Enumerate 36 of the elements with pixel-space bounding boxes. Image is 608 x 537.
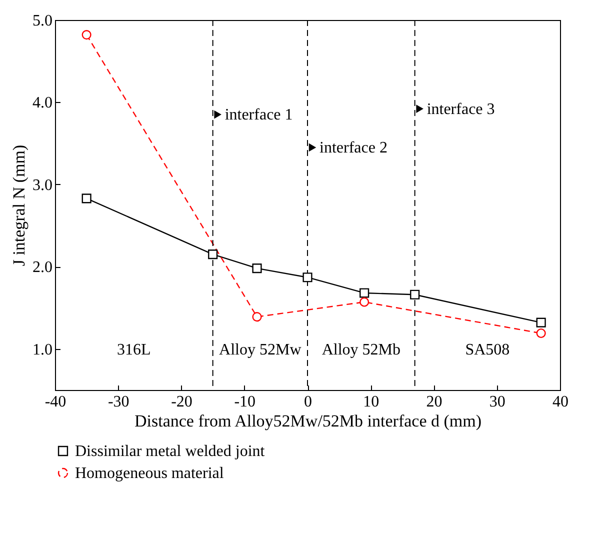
point — [252, 312, 262, 322]
x-tick-label: -30 — [108, 394, 130, 410]
y-tick-label: 2.0 — [32, 259, 52, 276]
x-tick-label: 10 — [363, 394, 380, 410]
point — [302, 272, 312, 282]
x-tick-label: 40 — [552, 394, 568, 410]
point — [252, 264, 262, 274]
y-tick-label: 5.0 — [32, 12, 52, 30]
annotation: Alloy 52Mw — [219, 341, 302, 358]
x-tick-label: -20 — [171, 394, 192, 410]
x-axis-title: Distance from Alloy52Mw/52Mb interface d (mm) — [134, 412, 482, 430]
y-tick-label: 4.0 — [32, 94, 52, 112]
y-tick-label: 1.0 — [32, 341, 52, 358]
annotation: 316L — [117, 341, 151, 358]
y-axis-title: J integral N (mm) — [10, 144, 28, 266]
legend-label: Dissimilar metal welded joint — [75, 443, 266, 460]
point — [536, 328, 546, 338]
annotation: interface 2 — [320, 139, 388, 156]
x-tick-label: 0 — [304, 394, 312, 410]
point — [360, 288, 370, 298]
y-tick-label: 3.0 — [32, 176, 52, 194]
point — [82, 194, 92, 204]
annotation: interface 1 — [224, 106, 293, 124]
legend-label: Homogeneous material — [75, 465, 224, 482]
point — [410, 290, 420, 300]
x-tick-label: 20 — [426, 394, 442, 410]
x-tick-label: -10 — [234, 394, 256, 410]
annotation: SA508 — [465, 341, 510, 358]
x-tick-label: -40 — [44, 394, 66, 410]
annotation: interface 3 — [426, 100, 495, 118]
point — [82, 30, 92, 40]
x-tick-label: 30 — [489, 394, 506, 410]
annotation: Alloy 52Mb — [322, 341, 400, 358]
point — [360, 297, 370, 307]
point — [536, 318, 546, 328]
point — [208, 250, 218, 260]
